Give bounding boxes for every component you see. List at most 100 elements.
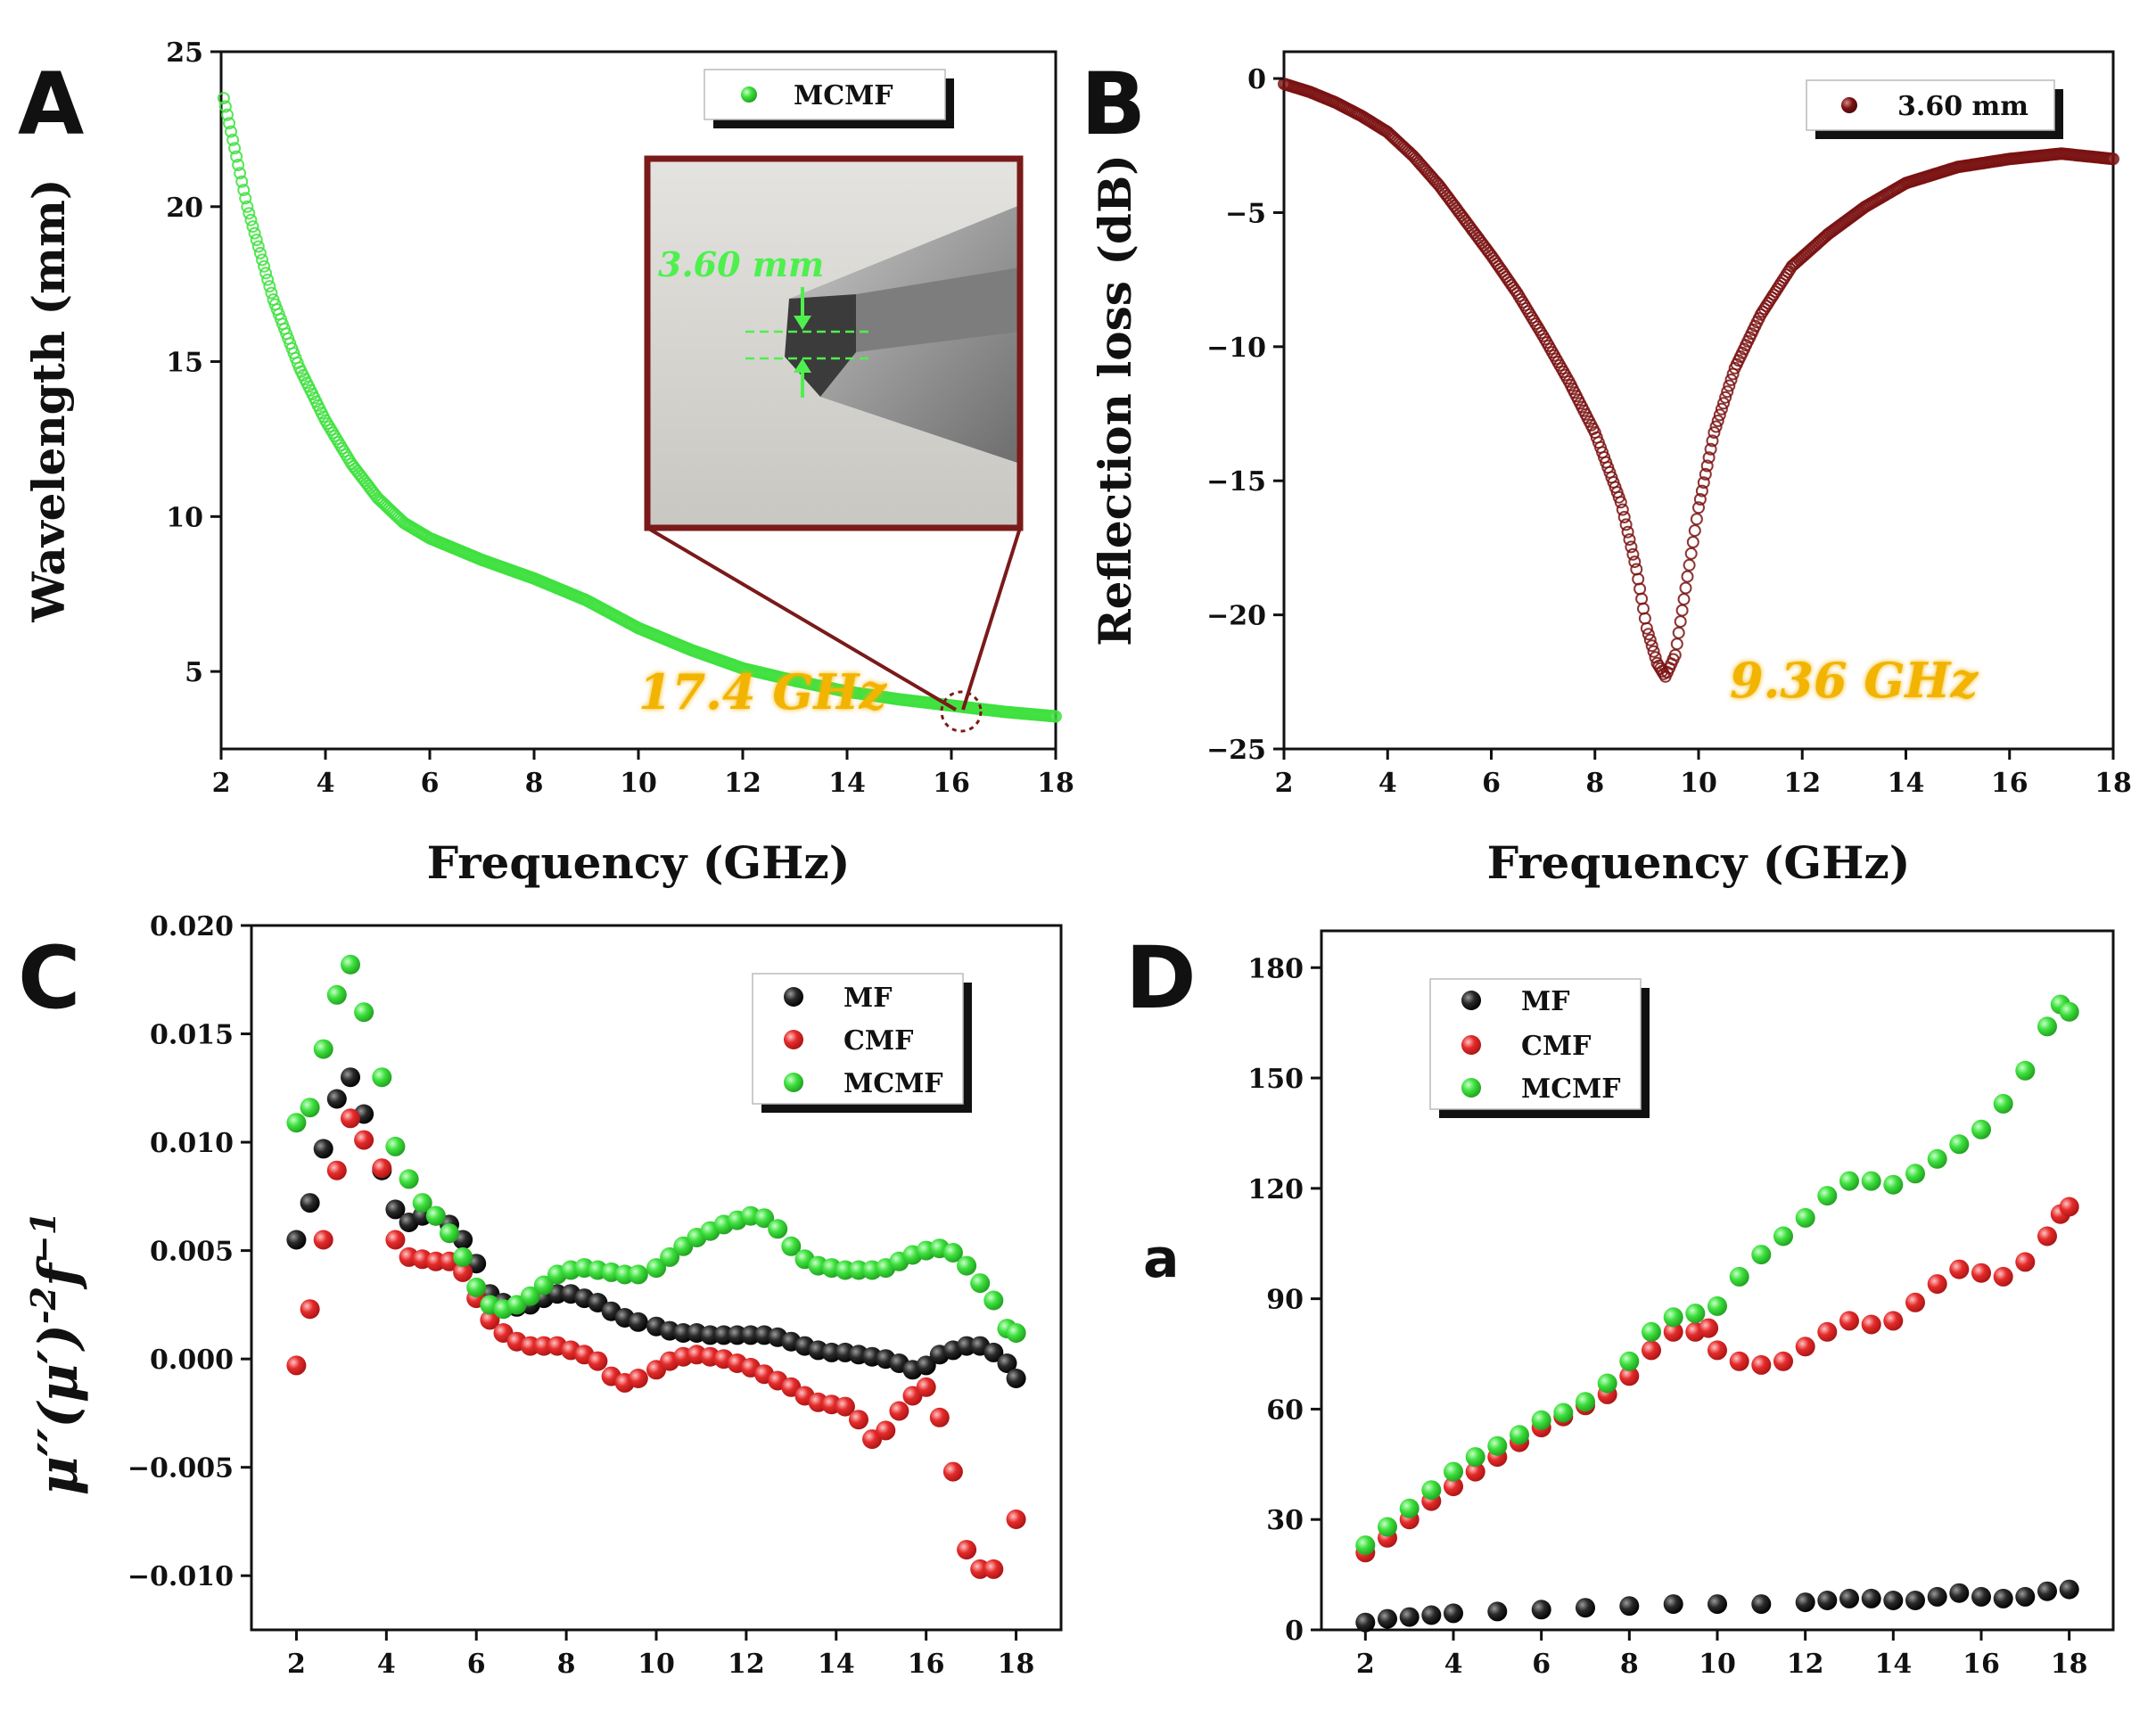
panel-b-legend-marker [1841,97,1857,113]
data-point [1553,1403,1574,1423]
data-point [286,1230,307,1250]
data-point [1729,1266,1749,1287]
data-point [2037,1016,2057,1037]
panel-b-series-3-60-mm [1278,78,2119,683]
data-point [588,1351,608,1371]
panel-b-y-tick-label: 0 [1247,64,1266,95]
panel-d-y-tick-label: 60 [1266,1394,1304,1426]
data-point [533,1275,554,1296]
data-point [243,207,256,220]
data-point [929,1407,950,1427]
data-point [1623,533,1636,547]
data-point [1861,1588,1881,1608]
data-point [1626,547,1640,561]
panel-d-y-axis-title: a [1143,1228,1180,1290]
panel-d-series-mf [1355,1579,2079,1633]
data-point [1724,374,1738,386]
data-point [916,1355,936,1376]
panel-c-x-tick-label: 2 [287,1649,306,1680]
data-point [1927,1274,1947,1295]
data-point [263,280,276,293]
data-point [983,1290,1004,1311]
data-point [727,1325,747,1345]
data-point [1692,501,1705,514]
data-point [1905,1292,1925,1312]
data-point [983,1342,1004,1362]
data-point [1378,1608,1397,1629]
panel-c-y-tick-label: 0.010 [150,1128,234,1159]
data-point [1795,1592,1815,1613]
panel-a-y-tick-label: 5 [185,657,203,688]
panel-c-x-tick-label: 4 [377,1649,396,1680]
data-point [1949,1259,1970,1279]
panel-a-x-tick-label: 6 [421,768,440,799]
data-point [1702,451,1716,465]
data-point [849,1410,868,1430]
panel-a-series-mcmf [217,92,1062,723]
data-point [1576,1598,1595,1618]
data-point [1510,1425,1529,1445]
data-point [1614,496,1627,509]
data-point [256,253,268,267]
data-point [1399,1607,1420,1627]
data-point [1444,1477,1463,1497]
data-point [1619,1366,1640,1386]
panel-a-highlight-circle [940,690,983,733]
data-point [1684,547,1698,560]
data-point [480,1310,500,1330]
panel-d-x-tick-label: 10 [1699,1649,1736,1680]
data-point [835,1260,855,1280]
data-point [1531,1410,1551,1430]
data-point [821,1342,842,1362]
panel-d-y-tick-label: 120 [1247,1174,1304,1205]
data-point [1723,379,1736,392]
panel-d-series-mcmf [1355,994,2079,1556]
data-point [1717,397,1730,410]
data-point [385,1230,406,1250]
data-point [234,167,247,180]
panel-c-x-tick-label: 8 [557,1649,576,1680]
panel-b-y-tick-label: −10 [1206,333,1266,364]
panel-c-x-tick-label: 18 [998,1649,1035,1680]
data-point [1006,1323,1026,1343]
data-point [1444,1603,1463,1624]
data-point [1621,525,1634,539]
data-point [1927,1148,1947,1169]
data-point [1699,467,1712,481]
panel-c-x-tick-label: 10 [638,1649,675,1680]
data-point [1670,638,1683,651]
data-point [768,1219,788,1239]
panel-a-legend-mcmf: MCMF [794,80,893,111]
data-point [1700,459,1714,473]
data-point [1695,484,1708,498]
data-point [520,1336,540,1356]
panel-c-y-tick-label: −0.005 [128,1453,234,1485]
data-point [1708,426,1721,440]
panel-d-x-tick-label: 8 [1620,1649,1639,1680]
data-point [2037,1226,2057,1246]
data-point [1690,513,1703,526]
panel-a-inset-photo: 3.60 mm [644,155,1024,531]
data-point [221,108,234,121]
data-point [2015,1060,2036,1081]
data-point [1637,602,1650,615]
panel-d-y-tick-label: 180 [1247,953,1304,984]
panel-d-y-tick-label: 90 [1266,1285,1304,1316]
data-point [1355,1535,1376,1556]
panel-b-x-tick-label: 12 [1783,768,1821,799]
panel-d-legend-marker-cmf [1461,1035,1481,1055]
panel-letter-a: A [18,54,84,154]
data-point [781,1236,802,1256]
data-point [1861,1171,1881,1191]
data-point [1993,1266,2013,1287]
panel-a-x-axis-title: Frequency (GHz) [427,836,851,889]
data-point [1751,1245,1772,1265]
data-point [440,1223,459,1244]
panel-b-y-tick-label: −5 [1225,198,1266,229]
data-point [1049,710,1062,723]
panel-c-legend-mf: MF [843,983,893,1014]
data-point [614,1264,635,1285]
data-point [1817,1186,1838,1206]
